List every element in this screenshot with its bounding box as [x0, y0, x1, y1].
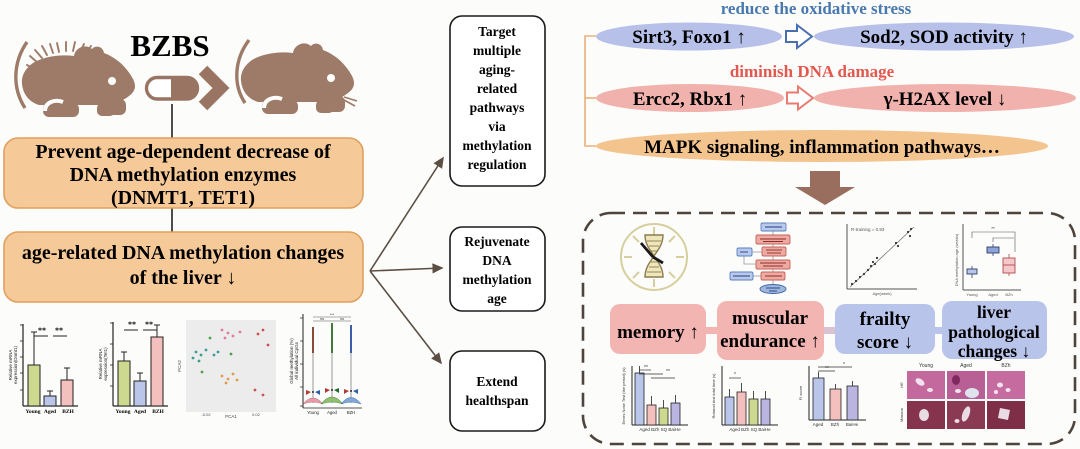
svg-text:Global methylation (%): Global methylation (%) [289, 338, 294, 384]
svg-text:regulation: regulation [467, 157, 526, 172]
svg-text:*: * [734, 372, 736, 378]
svg-text:ns: ns [320, 317, 324, 321]
svg-text:**: ** [145, 320, 153, 329]
svg-text:methylation: methylation [463, 138, 532, 153]
svg-text:multiple: multiple [473, 43, 521, 58]
svg-text:memory ↑: memory ↑ [617, 322, 699, 343]
svg-text:Target: Target [478, 24, 516, 39]
svg-text:endurance ↑: endurance ↑ [720, 331, 820, 352]
svg-text:HE: HE [899, 382, 904, 388]
svg-text:Aged BZh SQ BaiHe: Aged BZh SQ BaiHe [639, 427, 681, 432]
svg-text:*: * [843, 362, 845, 368]
svg-text:(DNMT1, TET1): (DNMT1, TET1) [111, 187, 255, 209]
svg-text:**: ** [644, 365, 648, 371]
svg-text:score ↓: score ↓ [857, 332, 913, 353]
svg-text:All individual CpGs: All individual CpGs [294, 341, 299, 380]
svg-text:changes ↓: changes ↓ [958, 341, 1030, 361]
svg-text:pathological: pathological [948, 322, 1040, 342]
svg-text:BZh: BZh [1001, 363, 1010, 369]
svg-text:BZH: BZH [347, 410, 355, 415]
svg-text:Masson: Masson [899, 408, 904, 422]
svg-text:Aged: Aged [960, 363, 972, 369]
svg-text:age: age [487, 291, 507, 306]
svg-text:Aged: Aged [988, 292, 997, 297]
svg-text:liver: liver [977, 302, 1011, 322]
svg-text:**: ** [55, 326, 63, 335]
svg-text:Relative mRNA: Relative mRNA [98, 349, 103, 380]
svg-text:reduce the oxidative stress: reduce the oxidative stress [721, 0, 912, 18]
svg-text:Rejuvenate: Rejuvenate [464, 234, 529, 249]
svg-text:-0.02: -0.02 [201, 412, 211, 417]
svg-text:Aged: Aged [134, 409, 146, 415]
svg-text:**: ** [38, 326, 46, 335]
svg-text:DNA methylation enzymes: DNA methylation enzymes [70, 164, 297, 186]
svg-text:Young: Young [307, 410, 319, 415]
svg-text:muscular: muscular [732, 308, 809, 329]
svg-text:Young: Young [116, 409, 131, 415]
svg-text:healthspan: healthspan [465, 393, 529, 408]
svg-text:expression(Dnmt1): expression(Dnmt1) [13, 345, 18, 384]
svg-text:expression(Tet1): expression(Tet1) [103, 347, 108, 381]
svg-text:pathways: pathways [470, 100, 525, 115]
svg-text:Young: Young [26, 409, 41, 415]
svg-text:Rotarod test total time (s): Rotarod test total time (s) [711, 373, 716, 419]
svg-text:BZH: BZH [62, 409, 74, 415]
svg-text:Young: Young [919, 363, 933, 369]
svg-text:aging-: aging- [479, 62, 515, 77]
svg-text:MAPK signaling, inflammation p: MAPK signaling, inflammation pathways… [644, 137, 1000, 158]
svg-text:Errors Nose Test (the period): Errors Nose Test (the period) (s) [621, 367, 626, 425]
svg-text:BZh: BZh [831, 422, 840, 427]
svg-text:methylation: methylation [463, 272, 532, 287]
svg-text:Sirt3, Foxo1 ↑: Sirt3, Foxo1 ↑ [632, 27, 745, 48]
svg-text:0.02: 0.02 [252, 412, 261, 417]
svg-text:age-related DNA methylation ch: age-related DNA methylation changes [22, 242, 345, 264]
svg-text:Young: Young [966, 292, 977, 297]
svg-text:**: ** [666, 369, 670, 375]
svg-text:via: via [488, 119, 506, 134]
svg-text:Aged: Aged [327, 410, 337, 415]
svg-text:of the liver ↓: of the liver ↓ [130, 267, 237, 289]
svg-text:DNA methylation age (weeks): DNA methylation age (weeks) [954, 233, 959, 286]
svg-text:Age(week): Age(week) [872, 291, 892, 296]
svg-text:DNA: DNA [482, 253, 511, 268]
svg-text:BZH: BZH [152, 409, 164, 415]
svg-text:PCA2: PCA2 [177, 360, 182, 372]
svg-text:BaiHe: BaiHe [846, 422, 859, 427]
svg-text:Relative mRNA: Relative mRNA [8, 350, 13, 381]
svg-text:**: ** [825, 366, 829, 372]
svg-text:Aged BZh SQ BaiHe: Aged BZh SQ BaiHe [729, 427, 771, 432]
svg-text:BZBS: BZBS [130, 28, 209, 63]
svg-text:Prevent age-dependent decrease: Prevent age-dependent decrease of [35, 141, 331, 163]
svg-text:Aged: Aged [44, 409, 56, 415]
svg-text:γ-H2AX level ↓: γ-H2AX level ↓ [883, 89, 1007, 110]
svg-text:Ercc2, Rbx1 ↑: Ercc2, Rbx1 ↑ [633, 89, 747, 110]
svg-text:related: related [477, 81, 518, 96]
svg-text:ns: ns [340, 317, 344, 321]
svg-text:BZh: BZh [1005, 292, 1012, 297]
svg-text:Aged: Aged [813, 422, 824, 427]
svg-text:**: ** [991, 226, 995, 231]
svg-text:Sod2, SOD activity ↑: Sod2, SOD activity ↑ [860, 27, 1028, 48]
svg-text:R-training = 0.93: R-training = 0.93 [851, 227, 885, 232]
svg-text:***: *** [330, 313, 335, 317]
svg-text:**: ** [128, 320, 136, 329]
svg-text:PCA1: PCA1 [225, 414, 237, 419]
svg-text:diminish DNA damage: diminish DNA damage [730, 62, 895, 81]
svg-text:FI score: FI score [798, 385, 803, 400]
svg-text:frailty: frailty [860, 309, 911, 330]
svg-text:Extend: Extend [476, 374, 518, 389]
